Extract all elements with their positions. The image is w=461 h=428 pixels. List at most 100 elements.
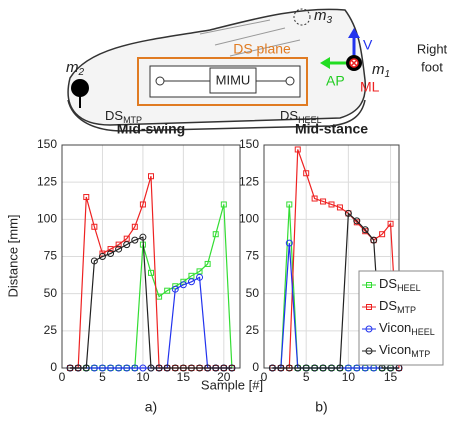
y-axis-label: Distance [mm] — [5, 214, 20, 297]
y-tick-label: 150 — [37, 137, 57, 151]
y-tick-label: 150 — [239, 137, 259, 151]
mtp-sub: MTP — [123, 115, 142, 125]
point-marker — [131, 223, 138, 230]
point-marker — [83, 194, 90, 201]
point-marker — [148, 269, 154, 276]
point-marker — [353, 364, 361, 372]
point-marker — [90, 364, 98, 372]
m3-sub: 3 — [327, 15, 333, 26]
y-tick-label: 50 — [246, 286, 260, 300]
point-marker — [328, 201, 335, 208]
point-marker — [115, 364, 123, 372]
point-marker — [66, 364, 74, 372]
point-marker — [115, 241, 122, 248]
marker-m3 — [293, 8, 311, 26]
m2-label: m2 — [66, 59, 85, 78]
ml-label: ML — [360, 79, 380, 95]
point-marker — [204, 364, 212, 372]
point-marker — [344, 364, 352, 372]
point-marker — [147, 364, 155, 372]
point-marker — [123, 364, 131, 372]
legend-name: Vicon — [379, 320, 411, 335]
point-marker — [320, 198, 327, 205]
point-marker — [82, 364, 90, 372]
point-marker — [196, 273, 204, 281]
y-tick-label: 125 — [239, 174, 259, 188]
foot-label-2: foot — [421, 59, 443, 74]
point-marker — [131, 236, 139, 244]
point-marker — [179, 281, 187, 289]
heel-sub: HEEL — [298, 115, 322, 125]
point-marker — [285, 239, 293, 247]
x-tick-label: 10 — [136, 370, 150, 384]
ml-cross — [350, 59, 358, 67]
point-marker — [336, 204, 343, 211]
point-marker — [107, 364, 115, 372]
legend-name: DS — [379, 298, 397, 313]
point-marker — [179, 364, 187, 372]
chart-title: Mid-swing — [117, 121, 185, 137]
legend-entry: DSHEEL — [379, 276, 421, 293]
point-marker — [353, 217, 361, 225]
point-marker — [268, 364, 276, 372]
point-marker — [294, 146, 301, 153]
point-marker — [131, 364, 139, 372]
point-marker — [115, 245, 123, 253]
point-marker — [123, 241, 131, 249]
point-marker — [311, 195, 318, 202]
point-marker — [294, 364, 302, 372]
point-marker — [328, 364, 335, 372]
legend-entry: ViconHEEL — [379, 320, 435, 337]
y-tick-label: 75 — [246, 249, 260, 263]
point-marker — [164, 287, 171, 294]
ap-arrow-head — [320, 57, 330, 69]
point-marker — [74, 364, 82, 372]
point-marker — [139, 233, 147, 241]
point-marker — [344, 209, 352, 217]
x-tick-label: 5 — [303, 370, 310, 384]
point-marker — [228, 364, 236, 372]
point-marker — [163, 364, 171, 372]
point-marker — [196, 364, 204, 372]
point-marker — [370, 236, 378, 244]
point-marker — [90, 257, 98, 265]
mtp-base: DS — [105, 108, 123, 123]
point-marker — [303, 170, 310, 177]
legend-marker — [365, 347, 373, 355]
point-marker — [148, 173, 154, 180]
y-tick-label: 100 — [239, 212, 259, 226]
legend-box — [358, 270, 444, 366]
point-marker — [212, 364, 220, 372]
legend-entry: DSMTP — [379, 298, 416, 315]
legend-subscript: HEEL — [411, 327, 435, 337]
point-marker — [379, 231, 386, 238]
point-marker — [285, 364, 293, 372]
mtp-label: DSMTP — [105, 108, 142, 125]
m1-sub: 1 — [385, 69, 391, 80]
x-tick-label: 10 — [342, 370, 356, 384]
m1-label: m1 — [372, 61, 390, 80]
y-tick-label: 0 — [50, 360, 57, 374]
ds-plane — [137, 57, 308, 106]
legend-entry: ViconMTP — [379, 342, 430, 359]
y-tick-label: 25 — [44, 323, 58, 337]
series-line — [272, 149, 400, 369]
sensor-label: MIMU — [216, 72, 251, 87]
ap-label: AP — [326, 73, 345, 89]
point-marker — [319, 364, 327, 372]
point-marker — [171, 364, 179, 372]
mtp-point — [155, 76, 165, 86]
point-marker — [336, 364, 344, 372]
point-marker — [311, 364, 319, 372]
y-tick-label: 100 — [37, 212, 57, 226]
legend-marker — [365, 325, 373, 333]
point-marker — [107, 250, 115, 258]
y-tick-label: 125 — [37, 174, 57, 188]
point-marker — [204, 260, 211, 267]
point-marker — [98, 364, 106, 372]
m3-base: m — [314, 7, 327, 24]
mimu-box — [209, 67, 257, 94]
legend-subscript: MTP — [411, 349, 430, 359]
point-marker — [286, 201, 293, 208]
m2-sub: 2 — [78, 67, 85, 78]
